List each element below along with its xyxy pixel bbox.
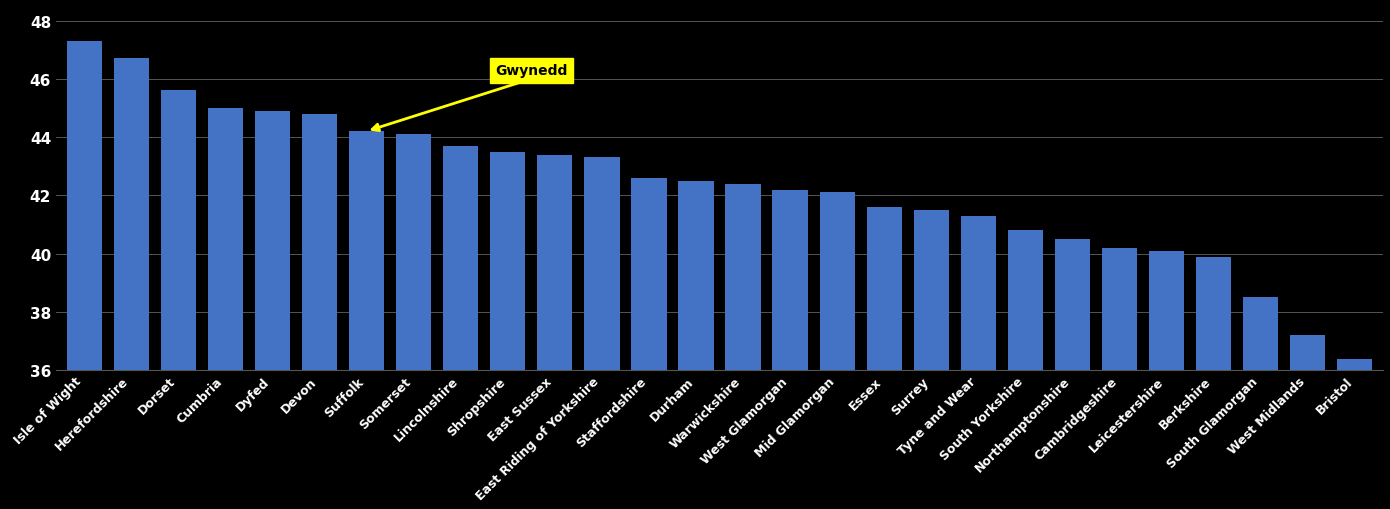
- Bar: [678, 181, 713, 509]
- Bar: [254, 111, 291, 509]
- Bar: [302, 115, 338, 509]
- Bar: [207, 109, 243, 509]
- Bar: [1337, 359, 1372, 509]
- Bar: [1102, 248, 1137, 509]
- Bar: [114, 59, 149, 509]
- Bar: [443, 147, 478, 509]
- Text: Average age:: Average age:: [531, 93, 628, 107]
- Bar: [1290, 335, 1326, 509]
- Bar: [584, 158, 620, 509]
- Bar: [1195, 257, 1232, 509]
- Bar: [866, 208, 902, 509]
- Bar: [1243, 298, 1279, 509]
- Bar: [631, 179, 667, 509]
- Bar: [491, 152, 525, 509]
- Bar: [726, 184, 760, 509]
- Bar: [349, 132, 384, 509]
- Bar: [960, 216, 997, 509]
- Bar: [67, 42, 101, 509]
- Text: Gwynedd: Gwynedd: [495, 64, 567, 78]
- Bar: [161, 91, 196, 509]
- Bar: [537, 155, 573, 509]
- Bar: [1055, 240, 1090, 509]
- Bar: [1008, 231, 1042, 509]
- Bar: [396, 135, 431, 509]
- Bar: [913, 211, 949, 509]
- Bar: [773, 190, 808, 509]
- Bar: [820, 193, 855, 509]
- Bar: [1150, 251, 1184, 509]
